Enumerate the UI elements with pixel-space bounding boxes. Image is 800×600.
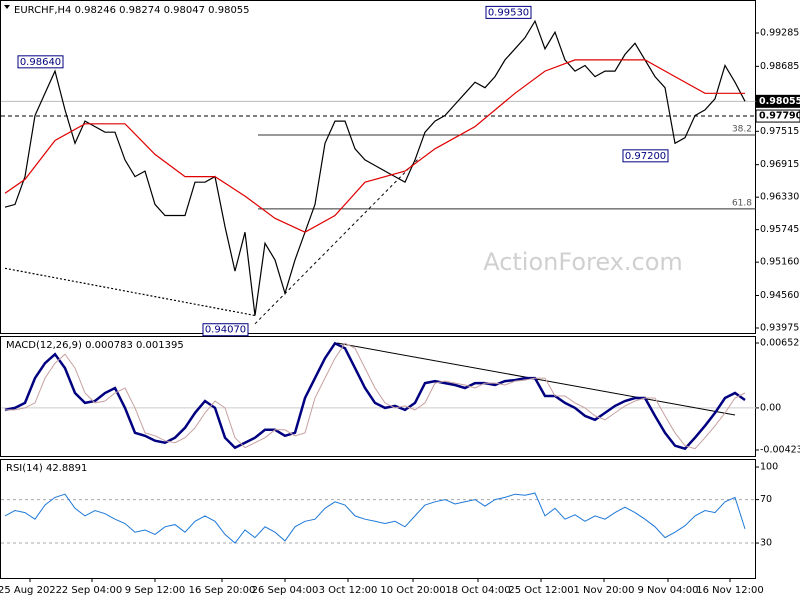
y-tick-label: 70	[760, 494, 772, 505]
macd-title: MACD(12,26,9) 0.000783 0.001395	[6, 340, 184, 351]
price-tag-label: 0.98055	[759, 96, 800, 107]
swing-box	[202, 323, 249, 337]
x-tick-label: 2 Sep 04:00	[62, 585, 122, 596]
chart-title: EURCHF,H4 0.98246 0.98274 0.98047 0.9805…	[14, 5, 250, 16]
swing-label: 0.98640	[20, 57, 61, 68]
menu-arrow	[4, 5, 10, 9]
y-tick-label: 0.006529	[760, 338, 800, 349]
x-tick-label: 10 Oct 20:00	[380, 585, 445, 596]
x-tick-label: 9 Nov 04:00	[637, 585, 698, 596]
price-panel	[0, 0, 756, 334]
series-line	[4, 267, 256, 317]
x-tick-label: 25 Aug 2022	[0, 585, 62, 596]
y-tick-label: 0.00	[760, 402, 781, 413]
price-tag	[755, 94, 800, 108]
y-tick-label: -0.004233	[760, 444, 800, 455]
x-tick-label: 16 Nov 12:00	[696, 585, 763, 596]
fib-label: 38.2	[732, 124, 752, 134]
macd-panel	[0, 336, 756, 457]
series-line	[4, 341, 746, 451]
x-tick-label: 26 Sep 04:00	[252, 585, 319, 596]
rsi-title: RSI(14) 42.8891	[6, 463, 87, 474]
swing-box	[485, 5, 532, 19]
y-tick-label: 0.99285	[760, 28, 799, 39]
x-tick-label: 9 Sep 12:00	[125, 585, 185, 596]
series-line	[5, 342, 746, 450]
y-tick-label: 0.95160	[760, 257, 799, 268]
y-tick-label: 0.97515	[760, 126, 799, 137]
y-tick-label: 0.93975	[760, 323, 799, 334]
swing-label: 0.99530	[488, 7, 529, 18]
price-tag	[755, 109, 800, 123]
y-tick-label: 0.95745	[760, 224, 799, 235]
x-tick-label: 18 Oct 04:00	[445, 585, 510, 596]
swing-box	[622, 149, 669, 163]
x-tick-label: 1 Nov 20:00	[573, 585, 634, 596]
x-tick-label: 25 Oct 12:00	[508, 585, 573, 596]
x-tick-label: 16 Sep 20:00	[189, 585, 256, 596]
series-line	[4, 59, 745, 233]
y-tick-label: 0.98685	[760, 61, 799, 72]
series-line	[4, 492, 746, 544]
y-tick-label: 0.96330	[760, 192, 799, 203]
y-tick-label: 30	[760, 538, 772, 549]
swing-label: 0.94070	[205, 325, 246, 336]
y-tick-label: 0.94560	[760, 290, 799, 301]
price-tag-label: 0.97790	[759, 111, 800, 122]
y-tick-label: 0.96915	[760, 159, 799, 170]
swing-box	[17, 55, 64, 69]
x-tick-label: 3 Oct 12:00	[319, 585, 378, 596]
swing-label: 0.97200	[625, 151, 666, 162]
y-tick-label: 100	[760, 462, 778, 473]
rsi-panel	[0, 459, 756, 579]
watermark: ActionForex.com	[483, 248, 683, 276]
fib-label: 61.8	[732, 198, 752, 208]
